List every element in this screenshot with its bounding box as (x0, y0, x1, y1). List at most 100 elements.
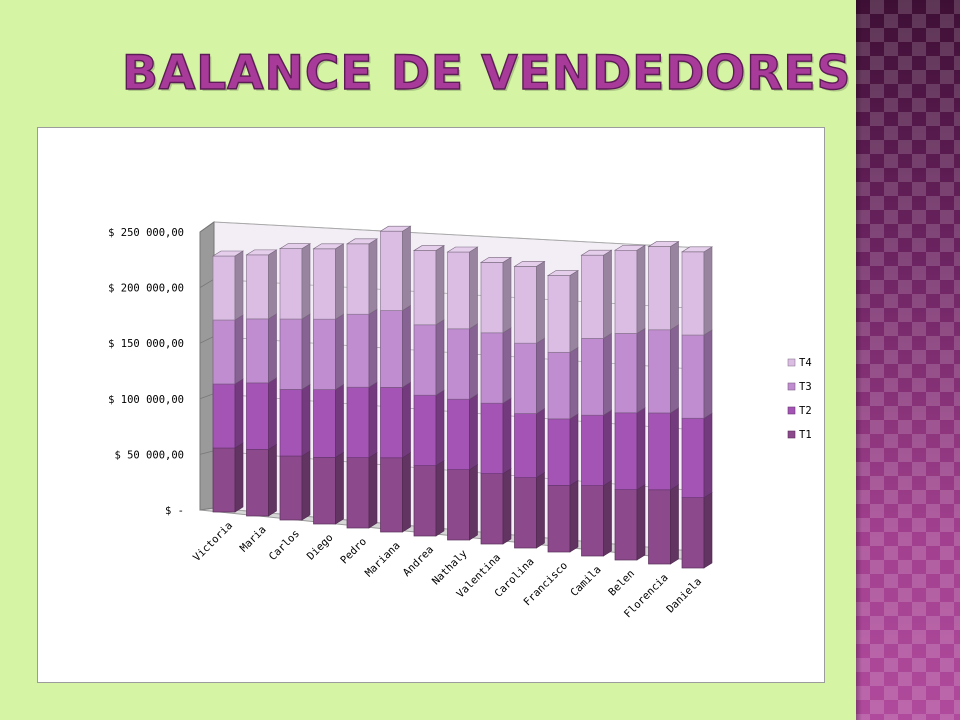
bar-segment-side (569, 479, 579, 553)
x-tick-label: Pedro (338, 536, 369, 567)
bar-segment-side (402, 305, 411, 388)
bar-top-cap (211, 250, 245, 257)
legend-label-t1: T1 (799, 429, 812, 441)
side-gridline (199, 278, 215, 288)
y-tick-label: $ 200 000,00 (108, 283, 184, 295)
bar-segment-side (402, 225, 411, 312)
bar-segment-t3 (279, 318, 303, 390)
x-tick-label: Andrea (401, 544, 436, 579)
bar-segment-t3 (614, 333, 638, 414)
bar-top-cap (613, 244, 647, 251)
bar-segment-side (301, 313, 311, 390)
legend-label-t4: T4 (799, 357, 812, 369)
bar-segment-t3 (480, 332, 504, 404)
bar-segment-side (636, 327, 646, 414)
bar-segment-t2 (279, 389, 303, 457)
y-tick-label: $ - (165, 505, 184, 517)
bar-segment-t4 (514, 266, 537, 344)
bar-segment-side (268, 249, 277, 320)
side-gridline (199, 221, 215, 233)
bar-segment-t4 (681, 251, 705, 336)
bar-segment-t2 (346, 386, 370, 458)
bar-segment-side (368, 238, 378, 315)
bar-segment-side (268, 377, 277, 450)
chart-frame: $ - $ 50 000,00 $ 100 000,00 $ 150 000,00 $ … (37, 127, 825, 683)
y-tick-label: $ 250 000,00 (108, 227, 184, 239)
bar-segment-t3 (246, 318, 269, 384)
bar-segment-side (435, 389, 445, 467)
bar-stack-pedro (345, 238, 379, 529)
bar-top-cap (479, 257, 513, 263)
bar-segment-side (469, 464, 478, 541)
legend-swatch-t1 (787, 430, 796, 439)
bar-segment-side (536, 337, 545, 415)
bar-segment-t1 (447, 469, 470, 541)
side-band-shadow (856, 0, 862, 720)
bar-segment-side (603, 332, 612, 416)
bar-stack-carolina (513, 260, 546, 549)
bar-segment-t2 (480, 402, 504, 474)
bar-segment-side (536, 408, 545, 479)
bar-segment-t4 (648, 246, 671, 331)
bar-segment-t3 (212, 319, 236, 385)
bar-segment-side (368, 308, 378, 388)
bar-stack-andrea (412, 245, 446, 537)
slide-title: BALANCE DE VENDEDORES (121, 45, 852, 101)
bar-segment-t4 (581, 254, 604, 339)
bar-segment-t4 (246, 254, 269, 320)
bar-segment-t4 (547, 275, 571, 353)
bar-segment-side (435, 319, 445, 396)
bar-segment-side (703, 329, 713, 419)
x-tick-label: Victoria (191, 520, 235, 564)
bar-segment-side (234, 314, 244, 385)
x-tick-label: Carlos (267, 528, 302, 563)
bar-segment-t3 (313, 318, 336, 390)
bar-segment-t2 (648, 412, 671, 491)
bar-top-cap (379, 225, 412, 232)
bar-segment-t1 (547, 485, 571, 553)
bar-segment-t1 (614, 489, 638, 561)
bar-segment-side (469, 246, 478, 330)
bar-segment-side (234, 250, 244, 321)
bar-segment-t2 (246, 382, 269, 450)
bar-segment-side (301, 450, 311, 521)
bar-segment-side (636, 407, 646, 491)
bar-segment-t3 (514, 342, 537, 414)
bar-segment-side (502, 397, 512, 475)
bar-stack-maria (245, 249, 278, 517)
y-axis: $ - $ 50 000,00 $ 100 000,00 $ 150 000,00 $ … (108, 227, 184, 517)
bar-segment-side (703, 492, 713, 569)
bar-segment-t1 (279, 455, 303, 521)
bar-segment-side (469, 393, 478, 471)
bar-segment-t1 (413, 465, 437, 537)
bar-top-cap (580, 249, 613, 256)
bar-segment-t1 (648, 489, 671, 565)
bar-segment-side (234, 378, 244, 449)
bar-segment-side (301, 243, 311, 320)
bar-segment-t4 (480, 262, 504, 334)
bar-top-cap (345, 238, 379, 245)
bar-segment-side (670, 241, 679, 331)
bar-segment-side (670, 484, 679, 565)
bar-segment-side (335, 313, 344, 391)
bar-segment-side (536, 260, 545, 344)
bar-segment-side (502, 327, 512, 404)
y-tick-label: $ 100 000,00 (108, 394, 184, 406)
bar-segment-side (502, 468, 512, 545)
bar-segment-t3 (547, 351, 571, 420)
side-gridline (199, 507, 215, 511)
bar-segment-side (703, 412, 713, 499)
bar-segment-t1 (480, 473, 504, 545)
bar-segment-side (670, 324, 679, 414)
bar-top-cap (446, 246, 479, 253)
bar-stack-francisco (546, 269, 580, 553)
bar-segment-side (569, 346, 579, 420)
bar-segment-side (268, 443, 277, 517)
bar-top-cap (647, 241, 680, 247)
bar-segment-t4 (313, 248, 336, 320)
bar-top-cap (245, 249, 278, 256)
bar-segment-t3 (380, 310, 403, 388)
bar-segment-t1 (212, 447, 236, 513)
bar-segment-t3 (681, 334, 705, 419)
bar-segment-side (402, 381, 411, 459)
